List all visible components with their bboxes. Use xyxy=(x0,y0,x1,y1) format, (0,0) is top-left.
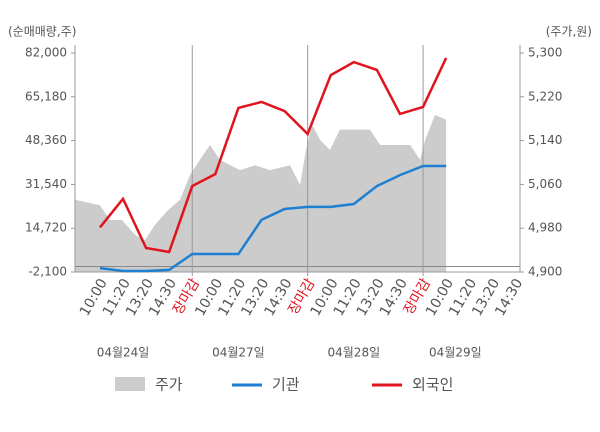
y-tick-label: 14,720 xyxy=(25,221,67,235)
legend-swatch xyxy=(115,377,145,391)
line-series xyxy=(98,57,448,254)
y2-tick-label: 4,900 xyxy=(528,265,562,279)
date-label: 04월28일 xyxy=(328,346,381,360)
y-tick-label: 82,000 xyxy=(25,46,67,60)
y-axis-label: (순매매량,주) xyxy=(8,25,76,39)
y2-tick-label: 5,300 xyxy=(528,46,562,60)
date-label: 04월29일 xyxy=(429,346,482,360)
y2-tick-label: 5,140 xyxy=(528,133,562,147)
legend-label: 기관 xyxy=(272,376,300,394)
y2-tick-label: 4,980 xyxy=(528,221,562,235)
price-area xyxy=(75,114,447,273)
y-tick-label: 48,360 xyxy=(25,133,67,147)
legend-label: 외국인 xyxy=(412,376,453,394)
y-tick-label: 31,540 xyxy=(25,177,67,191)
legend-label: 주가 xyxy=(155,376,183,394)
y2-axis-label: (주가,원) xyxy=(546,25,592,39)
y2-tick-label: 5,220 xyxy=(528,89,562,103)
line-series xyxy=(99,164,447,273)
y-tick-label: -2,100 xyxy=(28,265,67,279)
date-label: 04월24일 xyxy=(97,346,150,360)
y2-tick-label: 5,060 xyxy=(528,177,562,191)
y-tick-label: 65,180 xyxy=(25,89,67,103)
date-label: 04월27일 xyxy=(212,346,265,360)
